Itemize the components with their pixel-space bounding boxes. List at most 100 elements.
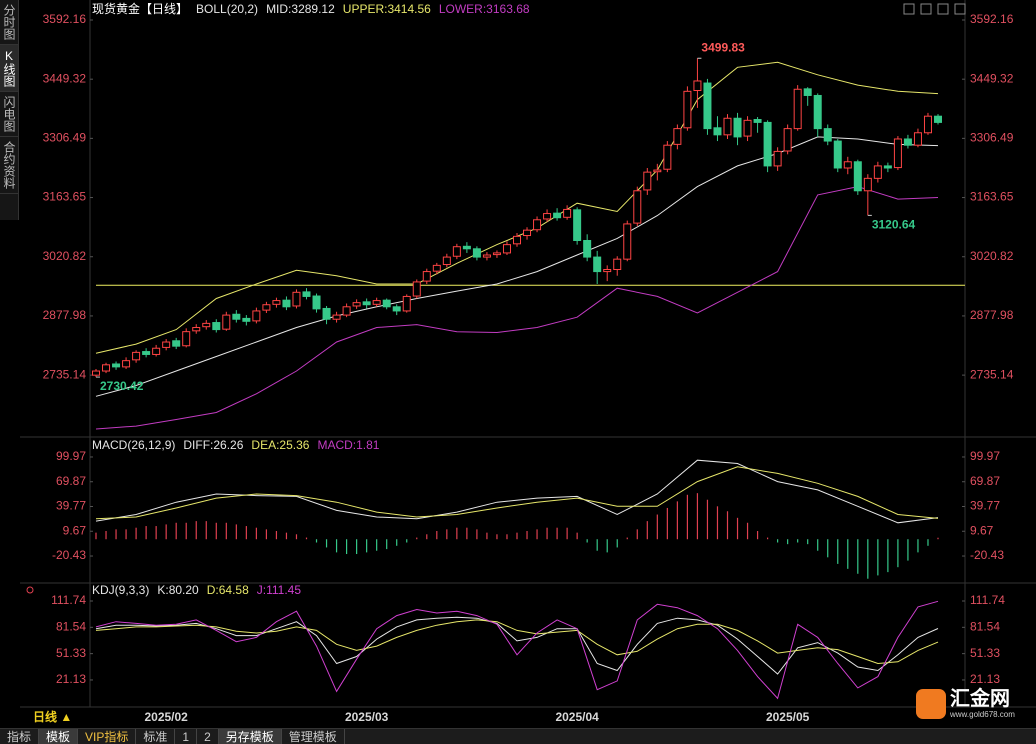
candle-body (432, 264, 441, 272)
candle-body (653, 169, 662, 173)
toolbar-item[interactable]: 模板 (39, 729, 79, 744)
candle-body (372, 300, 381, 305)
indicator-name: MACD(26,12,9) (92, 438, 175, 452)
indicator-name: BOLL(20,2) (196, 2, 258, 16)
legend-entry: LOWER:3163.68 (439, 2, 530, 16)
logo-name: 汇金网 (950, 688, 1010, 710)
candle-body (663, 144, 672, 170)
candle-body (362, 301, 371, 306)
candle-body (332, 314, 341, 320)
toolbar-item[interactable]: 另存模板 (218, 729, 282, 744)
candle-body (843, 161, 852, 169)
candle-body (92, 370, 100, 376)
y-tick-label: -20.43 (52, 548, 86, 562)
candle-body (773, 150, 782, 167)
y-tick-label: 21.13 (56, 672, 86, 686)
candle-body (573, 209, 582, 242)
logo-text: 汇金网 www.gold678.com (950, 688, 1015, 719)
indicator-icon[interactable] (26, 586, 34, 594)
candle-body (633, 190, 642, 224)
icon[interactable] (920, 3, 932, 15)
candle-body (112, 363, 121, 368)
y-tick-label: 99.97 (56, 449, 86, 463)
candle-body (893, 138, 902, 169)
toolbar-item[interactable]: 管理模板 (282, 729, 345, 744)
x-date-label: 2025/02 (144, 710, 188, 724)
candle-body (172, 340, 181, 347)
period-label[interactable]: 日线 ▲ (33, 709, 72, 724)
y-tick-label: 69.87 (56, 474, 86, 488)
indicator-line (95, 186, 939, 430)
tab[interactable]: 闪电图 (0, 92, 18, 137)
toolbar-item[interactable]: 指标 (0, 729, 40, 744)
candle-body (182, 331, 191, 347)
candle-body (683, 90, 692, 129)
y-tick-label: 2735.14 (43, 367, 87, 381)
indicator-line (95, 136, 939, 397)
candle-body (482, 254, 491, 258)
candle-body (853, 161, 862, 192)
candle-body (222, 314, 231, 330)
candle-body (733, 117, 742, 138)
candle-body (873, 165, 882, 179)
tab[interactable]: 分时图 (0, 0, 18, 45)
candle-body (723, 117, 732, 136)
y-tick-label-right: 99.97 (970, 449, 1000, 463)
tab[interactable]: K线图 (0, 45, 18, 92)
candle-body (753, 119, 762, 123)
y-tick-label-right: 39.77 (970, 499, 1000, 513)
toolbar-item[interactable]: 2 (197, 729, 219, 744)
indicator-line (95, 466, 939, 520)
candle-body (162, 341, 171, 348)
icon[interactable] (954, 3, 966, 15)
candle-body (934, 115, 942, 123)
y-tick-label-right: 9.67 (970, 523, 994, 537)
candle-body (763, 121, 772, 167)
toolbar-item[interactable]: 1 (175, 729, 198, 744)
candle-body (883, 165, 892, 169)
candle-body (502, 244, 511, 254)
candle-body (272, 300, 281, 305)
tab[interactable]: 合约资料 (0, 137, 18, 194)
candle-body (823, 128, 832, 142)
chart-title: 现货黄金【日线】 (92, 1, 188, 16)
toolbar: 指标 模板 VIP指标 标准 1 2 另存模板 管理模板 (0, 728, 1036, 744)
y-tick-label: 39.77 (56, 499, 86, 513)
toolbar-item[interactable]: 标准 (136, 729, 176, 744)
candle-body (352, 302, 361, 307)
candle-body (192, 327, 201, 332)
candle-body (322, 307, 331, 320)
candle-body (402, 295, 411, 312)
candle-body (422, 271, 431, 282)
legend-entry: DEA:25.36 (251, 438, 309, 452)
candle-body (132, 351, 141, 361)
legend-entry: D:64.58 (207, 583, 249, 597)
candle-body (142, 351, 151, 355)
candle-body (312, 295, 321, 310)
x-date-label: 2025/03 (345, 710, 389, 724)
candle-body (833, 140, 842, 169)
candle-body (292, 291, 301, 307)
y-tick-label-right: 3592.16 (970, 12, 1014, 26)
toolbar-item[interactable]: VIP指标 (78, 729, 137, 744)
candle-body (382, 299, 391, 308)
candle-body (863, 177, 872, 192)
candle-body (923, 115, 932, 134)
candle-body (743, 119, 752, 137)
y-tick-label-right: 3306.49 (970, 131, 1014, 145)
indicator-line (95, 459, 939, 524)
y-tick-label-right: 3163.65 (970, 190, 1014, 204)
y-tick-label-right: -20.43 (970, 548, 1004, 562)
icon[interactable] (937, 3, 949, 15)
y-tick-label-right: 21.13 (970, 672, 1000, 686)
price-annotation: 3120.64 (872, 218, 916, 232)
candle-body (232, 313, 241, 320)
candle-body (102, 364, 111, 372)
icon[interactable] (903, 3, 915, 15)
indicator-line (95, 600, 939, 700)
x-date-label: 2025/04 (555, 710, 599, 724)
candle-body (513, 235, 521, 245)
candle-body (442, 256, 451, 266)
